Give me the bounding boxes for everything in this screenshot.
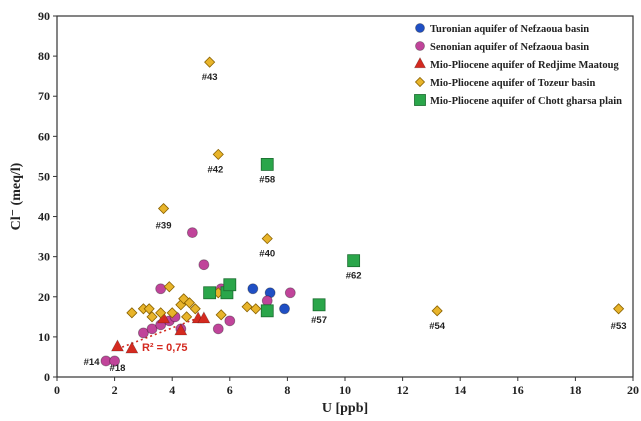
y-tick-label: 0 (44, 370, 50, 384)
data-point (174, 323, 188, 336)
x-tick-label: 2 (112, 383, 118, 397)
data-point (155, 283, 167, 295)
data-point (125, 341, 139, 354)
data-point (203, 286, 217, 300)
y-tick-label: 40 (38, 210, 50, 224)
series-4 (126, 56, 625, 323)
y-tick-label: 20 (38, 290, 50, 304)
data-point (261, 295, 273, 307)
data-point (157, 202, 170, 215)
legend-marker (414, 94, 426, 106)
data-point (224, 315, 236, 327)
data-point (166, 307, 178, 319)
data-point (212, 323, 224, 335)
data-point (146, 311, 158, 323)
data-point (279, 303, 290, 315)
annotation-layer: #43 #42 #58 #39 #40 #62 #57 #54 #53 #14 #18 (84, 72, 627, 374)
x-tick-label: 0 (54, 383, 60, 397)
data-point (197, 311, 211, 324)
data-point (126, 307, 138, 319)
legend-label: Mio-Pliocene aquifer of Redjime Maatoug (430, 60, 620, 71)
data-point (181, 311, 193, 323)
legend-marker (415, 23, 425, 33)
data-point (260, 158, 274, 171)
x-tick-label: 20 (627, 383, 639, 397)
legend: Turonian aquifer of Nefzaoua basin Senoni… (413, 23, 622, 107)
data-point (143, 303, 155, 315)
legend-marker (413, 57, 427, 69)
x-axis-title: U [ppb] (322, 401, 368, 416)
x-tick-label: 16 (512, 383, 524, 397)
point-annotation: #18 (110, 363, 126, 374)
data-point (260, 304, 274, 318)
data-point (215, 309, 227, 321)
point-annotation: #54 (429, 321, 446, 332)
legend-label: Mio-Pliocene aquifer of Chott gharsa pla… (430, 96, 622, 107)
y-tick-label: 90 (38, 9, 50, 23)
data-point (155, 307, 167, 319)
data-point (146, 323, 158, 335)
point-annotation: #62 (346, 271, 362, 282)
x-tick-label: 18 (569, 383, 581, 397)
data-point (198, 259, 210, 271)
data-point (347, 254, 361, 268)
series-5 (203, 158, 361, 318)
x-axis: 0 2 4 6 8 10 12 14 16 18 20 (54, 377, 639, 397)
data-point (186, 227, 198, 239)
point-annotation: #57 (311, 315, 327, 326)
point-annotation: #42 (207, 164, 223, 175)
trendline-r2-label: R² = 0,75 (142, 342, 188, 354)
data-point (163, 281, 175, 293)
point-annotation: #53 (611, 321, 627, 332)
y-axis-title: Cl⁻ (meq/l) (9, 162, 24, 230)
x-tick-label: 14 (454, 383, 466, 397)
data-point (212, 148, 224, 160)
trendline-layer: R² = 0,75 (117, 316, 202, 354)
legend-marker (414, 76, 426, 88)
y-tick-label: 70 (38, 89, 50, 103)
data-point (183, 297, 196, 309)
point-annotation: #40 (259, 249, 275, 260)
legend-marker (415, 41, 425, 51)
data-point (109, 355, 120, 367)
y-tick-label: 50 (38, 169, 50, 183)
data-point (241, 301, 253, 313)
data-point (247, 283, 259, 295)
series-1 (247, 283, 290, 315)
data-point (223, 278, 237, 292)
x-tick-label: 10 (339, 383, 351, 397)
data-point (613, 303, 625, 315)
legend-label: Senonian aquifer of Nefzaoua basin (430, 42, 589, 53)
x-tick-label: 4 (169, 383, 175, 397)
y-tick-label: 10 (38, 330, 50, 344)
point-annotation: #39 (156, 221, 172, 232)
x-tick-label: 12 (397, 383, 409, 397)
data-point (261, 233, 273, 245)
x-tick-label: 6 (227, 383, 233, 397)
point-annotation: #14 (84, 357, 101, 368)
data-point (250, 303, 262, 315)
data-point (312, 298, 326, 312)
point-annotation: #43 (202, 72, 218, 83)
data-point (204, 56, 216, 68)
y-tick-label: 30 (38, 250, 50, 264)
y-tick-label: 60 (38, 129, 50, 143)
series-3 (110, 311, 211, 354)
series-layer (100, 56, 625, 367)
y-tick-label: 80 (38, 49, 50, 63)
legend-label: Mio-Pliocene aquifer of Tozeur basin (430, 78, 595, 89)
y-axis: 0 10 20 30 40 50 60 70 80 90 (38, 9, 57, 384)
legend-label: Turonian aquifer of Nefzaoua basin (430, 24, 589, 35)
data-point (110, 339, 124, 352)
series-2 (100, 227, 296, 367)
data-point (137, 327, 149, 339)
x-tick-label: 8 (284, 383, 290, 397)
data-point (284, 287, 296, 299)
point-annotation: #58 (259, 174, 275, 185)
data-point (189, 303, 201, 315)
data-point (431, 305, 443, 317)
